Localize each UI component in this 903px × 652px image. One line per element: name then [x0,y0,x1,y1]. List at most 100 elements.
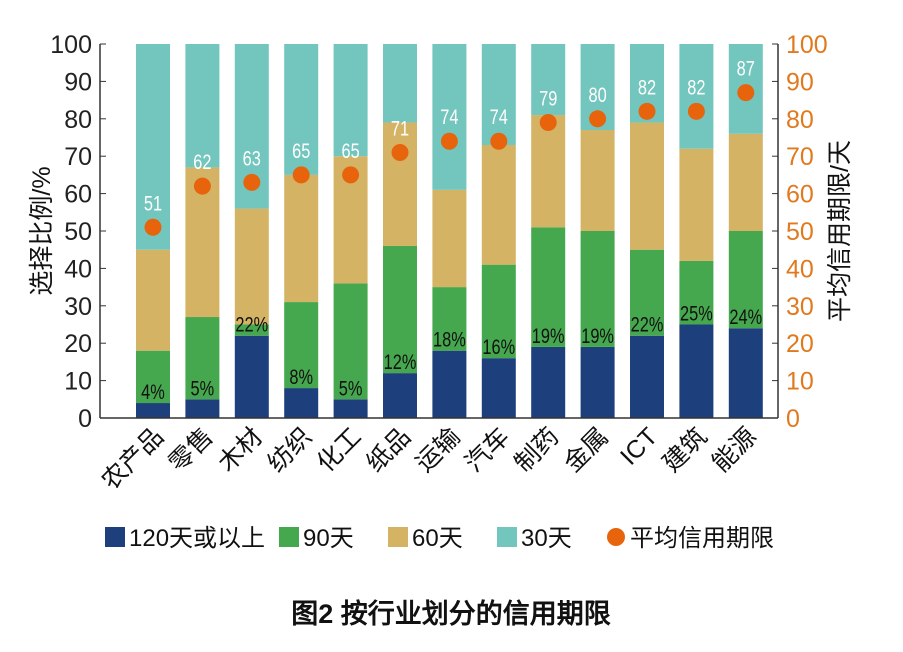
bar-segment [234,335,269,418]
bar-segment [679,44,714,149]
bar-segment [136,44,170,250]
bar-segment [383,122,417,246]
bar-segment [728,133,763,231]
bar-segment [481,264,516,359]
bar-segment [383,44,417,123]
category-label: 纺织 [262,422,317,477]
legend-marker [607,528,625,546]
bar-segment [432,44,467,190]
legend-label: 120天或以上 [129,525,265,552]
legend-label: 30天 [521,525,572,552]
bar-segment [284,174,319,303]
avg-point [539,114,557,132]
bar-segment [185,399,220,418]
bar-segment [185,317,220,400]
avg-point [589,110,607,128]
y2-tick-label: 50 [786,218,814,246]
bar-segment [531,346,566,418]
chart-title: 图2 按行业划分的信用期限 [291,598,611,629]
data-label: 12% [384,350,417,373]
y-tick-label: 0 [78,405,92,433]
bar-segment [136,249,170,351]
y-tick-label: 90 [64,68,92,96]
y-tick-label: 10 [64,368,92,396]
legend-label: 90天 [303,525,354,552]
data-label: 5% [339,376,363,399]
y-tick-label: 70 [64,143,92,171]
avg-label: 74 [490,105,508,128]
category-label: 汽车 [460,422,515,477]
y2-axis-title: 平均信用期限/天 [826,140,854,322]
y2-tick-label: 30 [786,293,814,321]
y2-tick-label: 70 [786,143,814,171]
bar-segment [679,148,714,261]
bar-segment [136,350,170,404]
bar-segment [580,346,615,418]
category-label: 能源 [707,422,762,477]
avg-label: 79 [539,87,557,110]
bar-segment [284,44,319,175]
data-label: 19% [532,324,565,347]
category-label: 纸品 [361,422,416,477]
legend-swatch [279,527,299,547]
y-tick-label: 20 [64,330,92,358]
avg-label: 51 [144,191,162,214]
avg-point [193,177,211,195]
avg-label: 82 [687,75,705,98]
avg-point [292,166,310,184]
avg-label: 65 [292,139,310,162]
bar-segment [234,324,269,336]
avg-point [638,102,656,120]
y2-tick-label: 90 [786,68,814,96]
bar-segment [531,44,566,116]
avg-point [144,218,162,236]
category-label: 运输 [410,422,465,477]
bar-segment [679,260,714,325]
y2-tick-label: 80 [786,106,814,134]
bar-segment [284,302,319,389]
y-axis-title: 选择比例/% [28,166,56,295]
y-tick-label: 60 [64,181,92,209]
legend-swatch [497,527,517,547]
data-label: 22% [235,313,268,336]
bar-segment [580,231,615,347]
avg-label: 82 [638,75,656,98]
y-tick-label: 40 [64,255,92,283]
category-label: 农产品 [96,422,169,495]
bar-segment [679,324,714,418]
data-label: 16% [482,335,515,358]
legend-label: 60天 [412,525,463,552]
y2-tick-label: 10 [786,368,814,396]
y2-tick-label: 60 [786,181,814,209]
data-label: 22% [631,313,664,336]
data-label: 5% [191,376,215,399]
data-label: 4% [141,380,165,403]
y2-tick-label: 40 [786,255,814,283]
bar-segment [630,335,664,418]
avg-label: 80 [588,83,606,106]
bar-segment [185,44,220,168]
bar-segment [136,403,170,418]
bar-segment [432,189,467,288]
bar-segment [728,328,763,418]
y-tick-label: 80 [64,106,92,134]
y2-tick-label: 0 [786,405,800,433]
y2-tick-label: 100 [786,31,828,59]
data-label: 18% [433,328,466,351]
y2-tick-label: 20 [786,330,814,358]
category-label: ICT [615,422,663,470]
bar-segment [432,287,467,351]
data-label: 19% [581,324,614,347]
bar-segment [580,130,615,231]
avg-label: 71 [391,117,409,140]
y-tick-label: 50 [64,218,92,246]
avg-point [391,143,409,161]
y-tick-label: 100 [50,31,92,59]
avg-point [490,132,508,150]
avg-label: 87 [737,57,755,80]
category-label: 制药 [509,422,564,477]
avg-point [342,166,360,184]
avg-point [243,173,261,191]
category-label: 木材 [213,422,268,477]
